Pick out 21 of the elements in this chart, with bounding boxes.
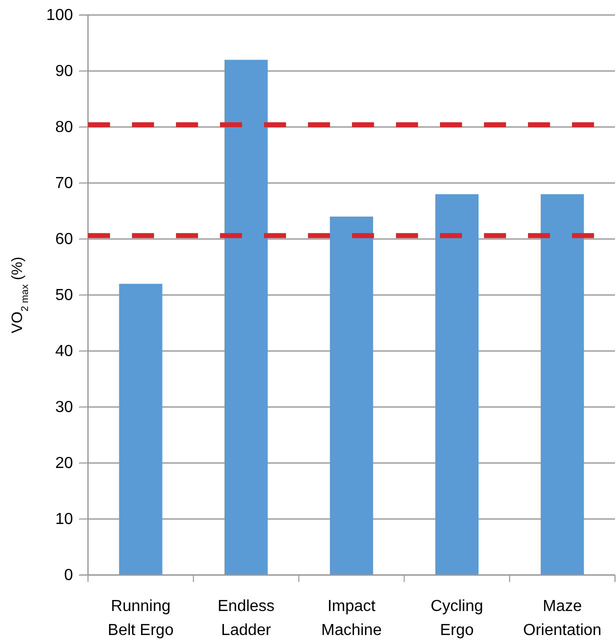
y-tick-label: 40 — [55, 343, 74, 360]
y-tick-label: 10 — [55, 511, 74, 528]
y-tick-label: 30 — [55, 399, 74, 416]
bar — [330, 216, 374, 575]
x-tick-label: Running Belt Ergo — [108, 598, 174, 639]
y-tick-label: 100 — [46, 7, 74, 24]
y-tick-label: 0 — [64, 567, 74, 584]
x-tick-label: Maze Orientation — [523, 598, 602, 639]
bar — [224, 60, 268, 575]
bar — [119, 284, 162, 575]
x-tick-label: Impact Machine — [321, 598, 382, 639]
y-tick-label: 80 — [55, 119, 74, 136]
bar — [540, 194, 584, 575]
y-tick-label: 20 — [55, 455, 74, 472]
bar — [435, 194, 479, 575]
y-tick-label: 50 — [55, 287, 74, 304]
y-tick-label: 70 — [55, 175, 74, 192]
y-tick-label: 60 — [55, 231, 74, 248]
x-tick-label: Cycling Ergo — [430, 598, 484, 639]
y-tick-label: 90 — [55, 63, 74, 80]
x-tick-label: Endless Ladder — [218, 598, 275, 639]
